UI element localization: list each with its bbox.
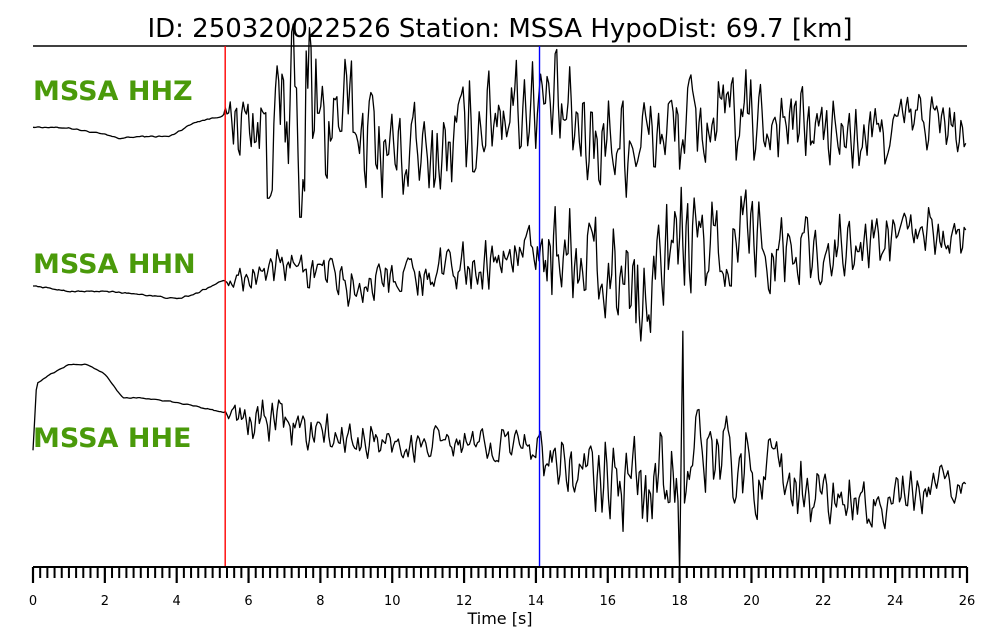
waveform-trace-1 bbox=[32, 23, 967, 218]
x-axis-label: Time [s] bbox=[466, 609, 532, 628]
x-tick-label: 4 bbox=[173, 594, 181, 609]
x-tick-label: 16 bbox=[599, 594, 616, 609]
time-axis: 0 2 4 6 8 10 12 14 16 18 20 22 24 26 bbox=[29, 566, 976, 609]
x-tick-label: 14 bbox=[528, 594, 545, 609]
x-tick-label: 26 bbox=[959, 594, 976, 609]
x-tick-label: 20 bbox=[743, 594, 760, 609]
waveform-trace-3 bbox=[32, 330, 967, 575]
x-tick-label: 12 bbox=[456, 594, 473, 609]
x-tick-label: 2 bbox=[101, 594, 109, 609]
x-tick-label: 10 bbox=[384, 594, 401, 609]
x-tick-label: 24 bbox=[887, 594, 904, 609]
x-tick-label: 18 bbox=[671, 594, 688, 609]
phase-picks-group bbox=[224, 46, 541, 567]
trace-label-2: MSSA HHN bbox=[33, 249, 196, 280]
x-tick-label: 6 bbox=[244, 594, 252, 609]
trace-label-1: MSSA HHZ bbox=[33, 76, 193, 107]
waveform-trace-2 bbox=[32, 186, 967, 342]
chart-title: ID: 250320022526 Station: MSSA HypoDist:… bbox=[147, 14, 852, 44]
traces-group bbox=[32, 23, 967, 575]
trace-label-3: MSSA HHE bbox=[33, 423, 191, 454]
x-tick-label: 22 bbox=[815, 594, 832, 609]
trace-labels-group: MSSA HHZ MSSA HHN MSSA HHE bbox=[33, 76, 196, 454]
x-tick-label: 8 bbox=[316, 594, 324, 609]
x-tick-label: 0 bbox=[29, 594, 37, 609]
